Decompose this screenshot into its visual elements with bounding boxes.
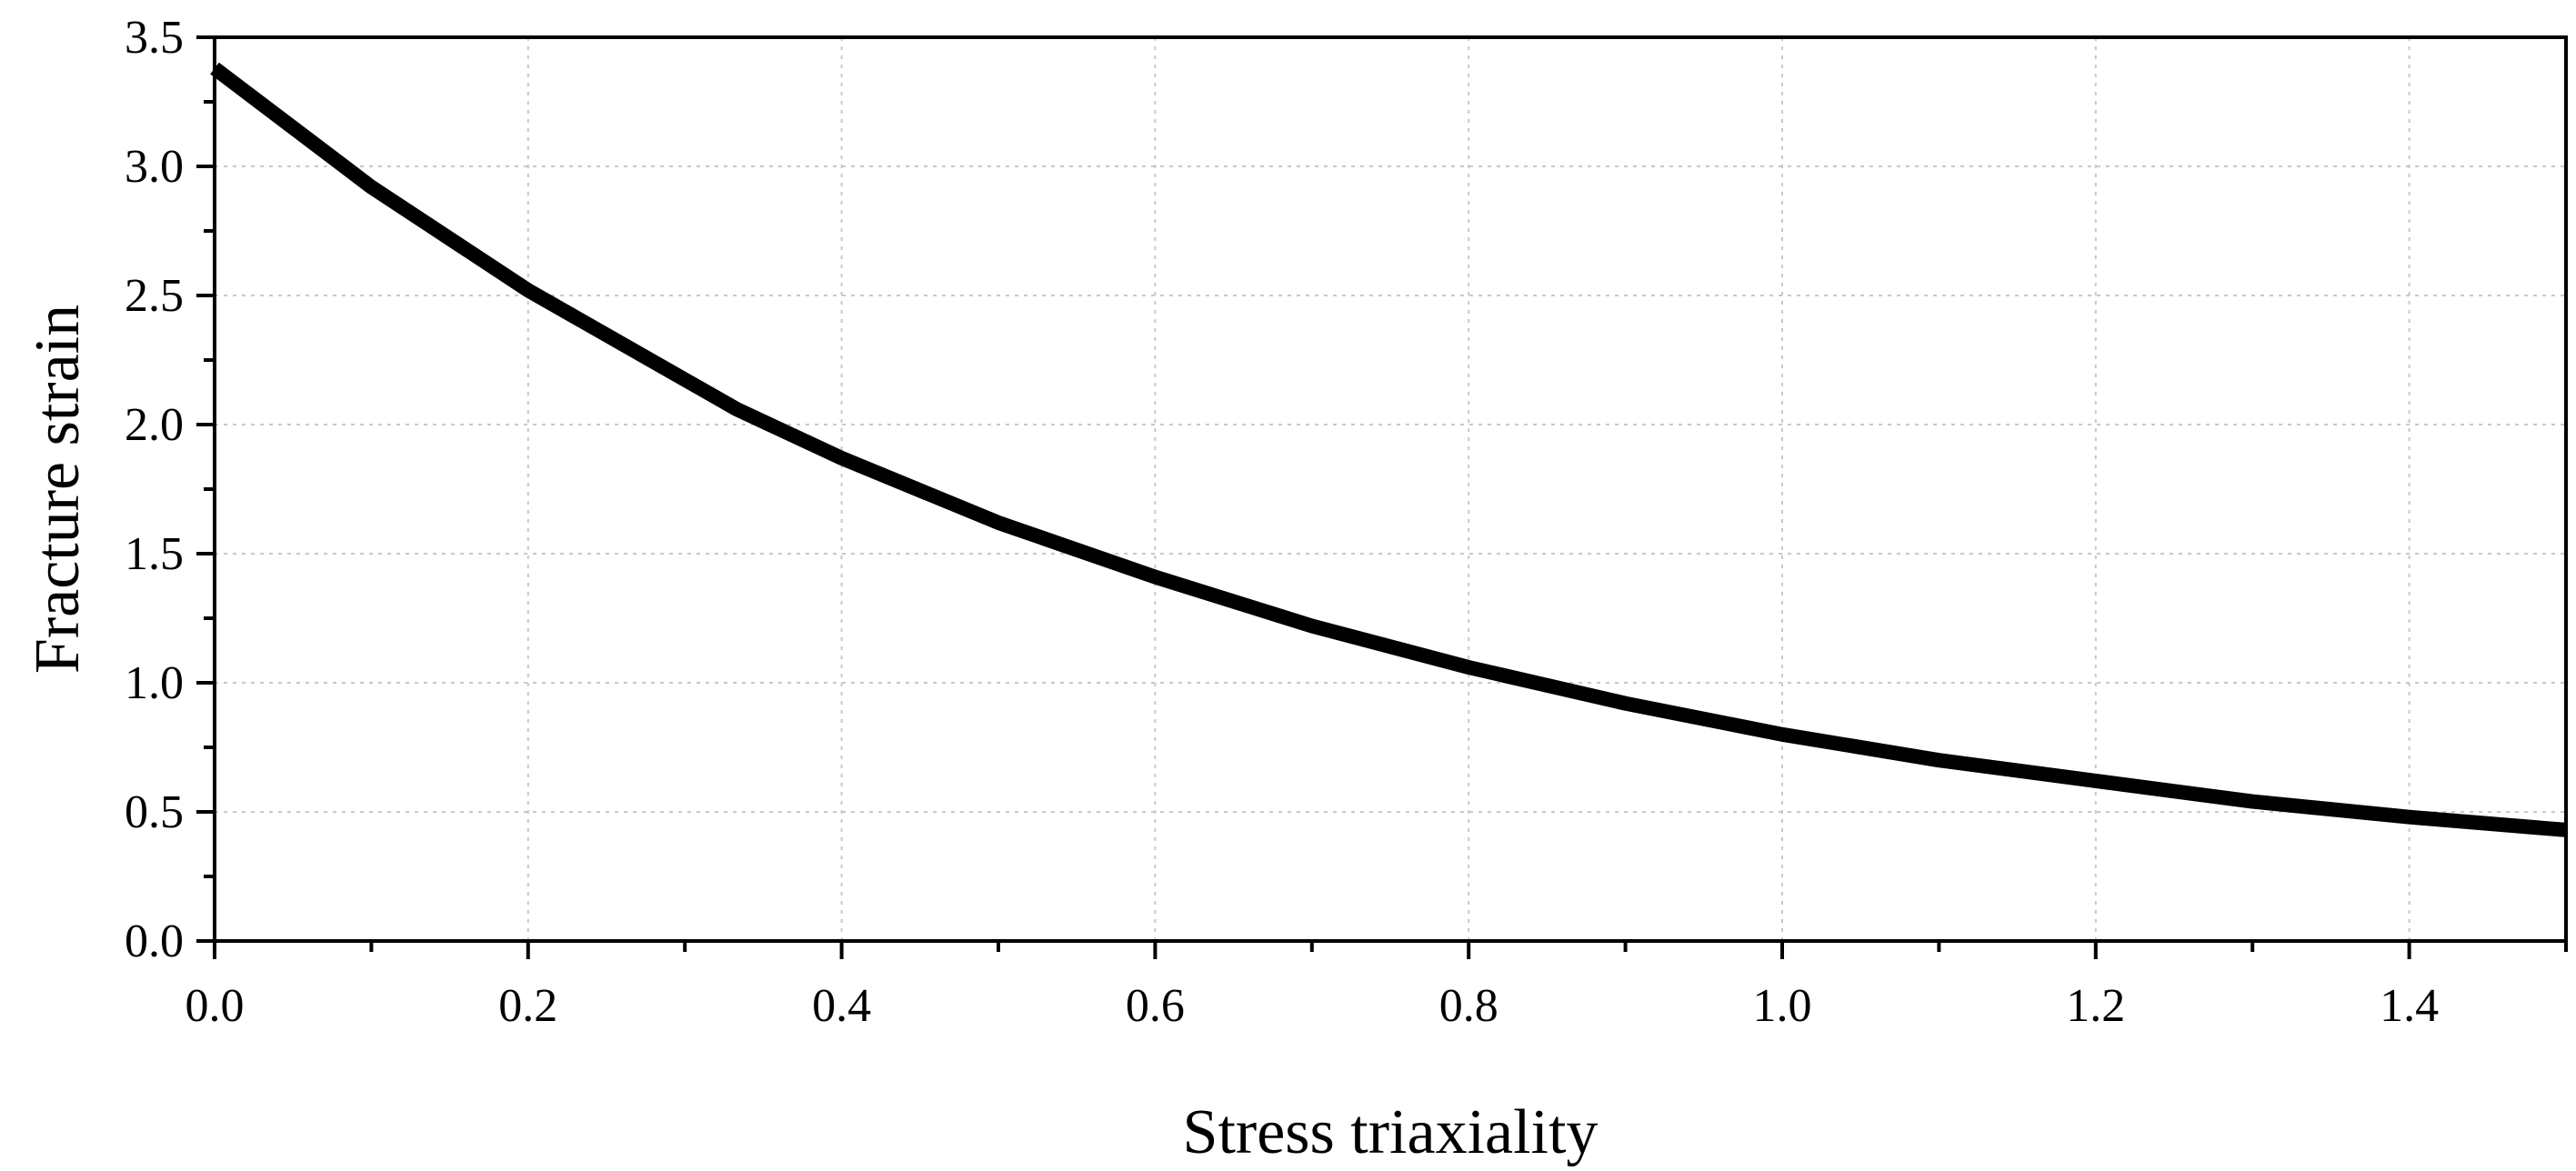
plot-frame [213,35,2568,943]
y-tick-label: 3.0 [125,141,184,193]
x-tick-label: 1.4 [2380,980,2439,1032]
y-axis-title: Fracture strain [23,305,93,674]
x-tick-label: 1.0 [1753,980,1812,1032]
grid [215,37,2566,941]
y-tick-label: 0.0 [125,916,184,967]
x-tick-label: 0.6 [1126,980,1185,1032]
x-tick-label: 0.8 [1439,980,1498,1032]
x-tick-label: 0.0 [185,980,245,1032]
x-tick-label: 0.4 [812,980,871,1032]
y-tick-label: 0.5 [125,786,184,838]
y-tick-label: 2.0 [125,399,184,451]
x-tick-label: 1.2 [2066,980,2125,1032]
y-axis: 0.0 0.5 1.0 1.5 2.0 2.5 3.0 3.5 [125,12,215,967]
y-tick-label: 1.5 [125,528,184,580]
x-axis-title: Stress triaxiality [1183,1097,1599,1167]
y-tick-label: 1.0 [125,657,184,709]
y-tick-label: 2.5 [125,270,184,322]
series-layer [210,62,2567,837]
y-tick-label: 3.5 [125,12,184,64]
series-line-fracture-strain [210,62,2567,837]
x-tick-label: 0.2 [498,980,557,1032]
x-axis: 0.0 0.2 0.4 0.6 0.8 1.0 1.2 1.4 [185,941,2568,1032]
